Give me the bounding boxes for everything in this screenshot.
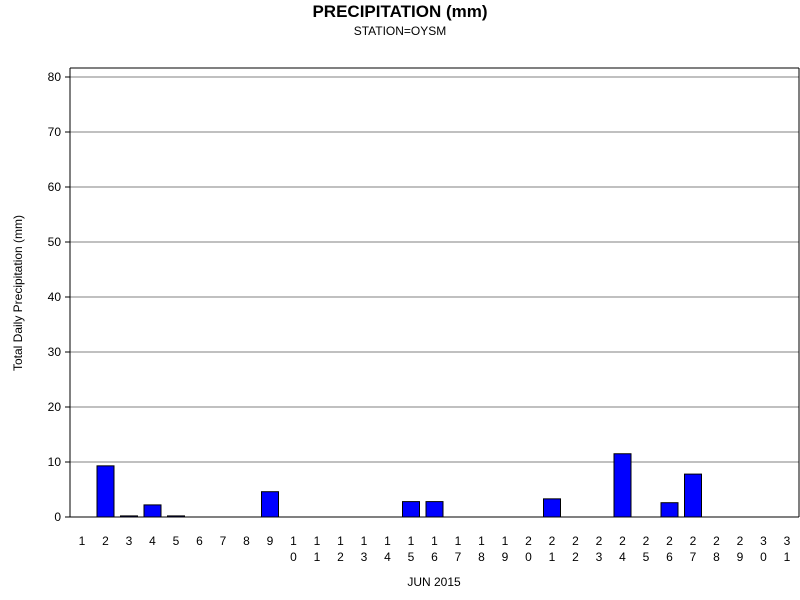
chart-title: PRECIPITATION (mm) xyxy=(312,2,487,21)
x-axis-label: JUN 2015 xyxy=(407,575,461,589)
bars xyxy=(96,453,702,518)
y-tick-label: 20 xyxy=(48,400,62,414)
x-tick-label-day-4: 4 xyxy=(149,534,156,548)
y-tick-labels: 0 10 20 30 40 50 60 70 80 xyxy=(48,70,62,524)
y-tick-label: 70 xyxy=(48,125,62,139)
bar-day-15 xyxy=(402,501,420,518)
y-tick-label: 60 xyxy=(48,180,62,194)
y-tick-label: 10 xyxy=(48,455,62,469)
bar-day-24 xyxy=(613,453,632,518)
x-tick-label-day-3: 3 xyxy=(126,534,133,548)
x-tick-label-day-8: 8 xyxy=(243,534,250,548)
x-tick-labels: 1 2 3 4 5 6 7 8 9 1 01 11 21 31 41 51 61 71 81 92 02 12 22 32 42… xyxy=(79,534,791,564)
x-tick-label-day-6: 6 xyxy=(196,534,203,548)
bar-day-9 xyxy=(261,491,279,518)
bar-day-4 xyxy=(143,504,162,518)
y-tick-label: 0 xyxy=(54,510,61,524)
y-tick-label: 80 xyxy=(48,70,62,84)
y-tick-label: 30 xyxy=(48,345,62,359)
chart-subtitle: STATION=OYSM xyxy=(354,24,447,38)
x-tick-label-day-9: 9 xyxy=(267,534,274,548)
x-tick-label-day-5: 5 xyxy=(173,534,180,548)
bar-day-21 xyxy=(543,498,561,518)
bar-day-16 xyxy=(425,501,444,518)
grid-lines xyxy=(70,76,799,463)
x-tick-label-day-2: 2 xyxy=(102,534,109,548)
bar-day-26 xyxy=(660,502,679,518)
y-tick-label: 50 xyxy=(48,235,62,249)
axes xyxy=(65,67,800,518)
y-axis-label: Total Daily Precipitation (mm) xyxy=(11,215,25,371)
bar-day-27 xyxy=(684,473,702,518)
bar-day-2 xyxy=(96,465,115,518)
x-tick-label-day-7: 7 xyxy=(220,534,227,548)
y-tick-label: 40 xyxy=(48,290,62,304)
x-tick-label-day-1: 1 xyxy=(79,534,86,548)
